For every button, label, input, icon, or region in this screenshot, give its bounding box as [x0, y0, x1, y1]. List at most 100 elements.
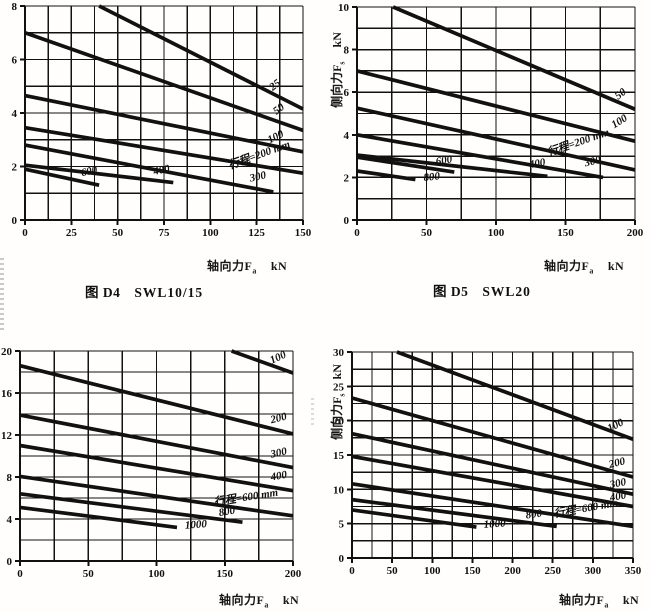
svg-text:0: 0	[22, 227, 28, 239]
svg-text:行程=600 mm: 行程=600 mm	[213, 486, 279, 509]
scan-artifact-center	[311, 398, 314, 426]
svg-text:800: 800	[525, 507, 544, 521]
x-axis-label-bottom-right: 轴向力Fa kN	[559, 593, 640, 610]
svg-text:600: 600	[80, 164, 99, 180]
svg-text:0: 0	[12, 215, 18, 227]
svg-text:100: 100	[488, 227, 505, 239]
chart-bottom-left: 0 50 100 150 200 0 4 8 12 16 20 100 200 300 400 行程=600 …	[0, 339, 310, 583]
svg-text:300: 300	[247, 169, 267, 185]
svg-text:2: 2	[344, 172, 350, 184]
svg-text:400: 400	[608, 489, 628, 504]
svg-text:行程=200 mm: 行程=200 mm	[546, 125, 612, 158]
svg-text:0: 0	[349, 565, 355, 577]
svg-text:30: 30	[333, 347, 345, 359]
svg-text:6: 6	[344, 87, 350, 99]
axis-ticks	[352, 6, 636, 225]
svg-text:600: 600	[435, 153, 454, 168]
svg-text:800: 800	[218, 504, 237, 519]
svg-text:8: 8	[7, 472, 13, 484]
svg-text:20: 20	[333, 416, 345, 428]
svg-text:0: 0	[339, 553, 345, 565]
svg-text:400: 400	[527, 156, 547, 171]
svg-text:5: 5	[339, 519, 345, 531]
figure-caption-d5: 图 D5 SWL20	[433, 284, 531, 299]
svg-text:200: 200	[607, 455, 627, 471]
svg-text:200: 200	[627, 227, 644, 239]
svg-text:250: 250	[544, 565, 561, 577]
axis-ticks	[347, 351, 634, 563]
svg-text:150: 150	[295, 227, 312, 239]
svg-text:25: 25	[66, 227, 78, 239]
svg-text:0: 0	[344, 215, 350, 227]
svg-text:2: 2	[12, 162, 18, 174]
svg-text:4: 4	[12, 108, 18, 120]
y-axis-label-top-right: 侧向力FskN	[330, 32, 347, 108]
svg-text:100: 100	[202, 227, 219, 239]
svg-text:50: 50	[421, 227, 433, 239]
svg-text:25: 25	[333, 381, 345, 393]
x-axis-label-top-left: 轴向力Fa kN	[207, 259, 288, 276]
svg-text:100: 100	[609, 112, 630, 131]
svg-text:15: 15	[333, 450, 345, 462]
svg-text:350: 350	[625, 565, 642, 577]
chart-top-right: 0 50 100 150 200 0 2 4 6 8 10 50 100 行程=200 mm 300 400 6…	[329, 0, 650, 242]
svg-text:400: 400	[269, 469, 289, 484]
svg-text:12: 12	[1, 430, 13, 442]
svg-text:150: 150	[217, 568, 234, 580]
svg-text:10: 10	[333, 484, 345, 496]
svg-text:400: 400	[151, 163, 171, 178]
svg-text:10: 10	[338, 2, 350, 14]
svg-text:100: 100	[424, 565, 441, 577]
axis-ticks	[20, 5, 304, 225]
grid	[355, 6, 636, 222]
svg-text:300: 300	[608, 476, 628, 491]
svg-text:1000: 1000	[184, 518, 207, 532]
svg-text:20: 20	[1, 346, 13, 358]
svg-text:100: 100	[148, 568, 165, 580]
svg-text:1000: 1000	[483, 517, 506, 531]
series-lines	[356, 5, 636, 182]
svg-text:0: 0	[354, 227, 360, 239]
svg-text:150: 150	[557, 227, 574, 239]
svg-text:8: 8	[344, 45, 350, 57]
svg-text:200: 200	[285, 568, 302, 580]
axis-ticks	[15, 350, 294, 566]
chart-top-left: 0 25 50 75 100 125 150 0 2 4 6 8 25 50 100 行程=200 mm 300…	[0, 0, 320, 242]
x-axis-label-bottom-left: 轴向力Fa kN	[219, 593, 300, 610]
svg-text:800: 800	[423, 170, 441, 184]
series-lines	[24, 4, 304, 194]
svg-text:300: 300	[585, 565, 602, 577]
svg-text:50: 50	[83, 568, 95, 580]
chart-bottom-right: 0 50 100 150 200 250 300 350 0 5 10 15 20 25 30 100 200 3…	[324, 340, 650, 580]
svg-text:6: 6	[12, 55, 18, 67]
svg-text:0: 0	[7, 556, 13, 568]
svg-text:0: 0	[17, 568, 23, 580]
svg-text:150: 150	[464, 565, 481, 577]
svg-text:100: 100	[606, 416, 627, 434]
tick-labels: 0 50 100 150 200 0 4 8 12 16 20	[1, 346, 302, 580]
svg-text:125: 125	[248, 227, 265, 239]
svg-text:50: 50	[112, 227, 124, 239]
x-axis-label-top-right: 轴向力Fa kN	[544, 259, 625, 276]
svg-text:50: 50	[271, 101, 287, 118]
y-axis-label-bottom-right: 侧向力FskN	[330, 364, 347, 440]
svg-text:8: 8	[12, 1, 18, 13]
grid	[18, 350, 294, 563]
tick-labels: 0 50 100 150 200 250 300 350 0 5 10 15 20 25 30	[333, 347, 642, 577]
series-lines	[351, 350, 634, 529]
tick-labels: 0 25 50 75 100 125 150 0 2 4 6 8	[12, 1, 312, 239]
chart-canvas-bottom-right: 0 50 100 150 200 250 300 350 0 5 10 15 20 25 30 100 200 3…	[333, 347, 642, 577]
svg-text:200: 200	[504, 565, 521, 577]
svg-text:300: 300	[582, 154, 602, 170]
svg-text:4: 4	[7, 514, 13, 526]
scan-artifact-left-edge	[0, 258, 4, 332]
svg-text:75: 75	[159, 227, 171, 239]
svg-text:50: 50	[387, 565, 399, 577]
series-lines	[19, 349, 294, 530]
